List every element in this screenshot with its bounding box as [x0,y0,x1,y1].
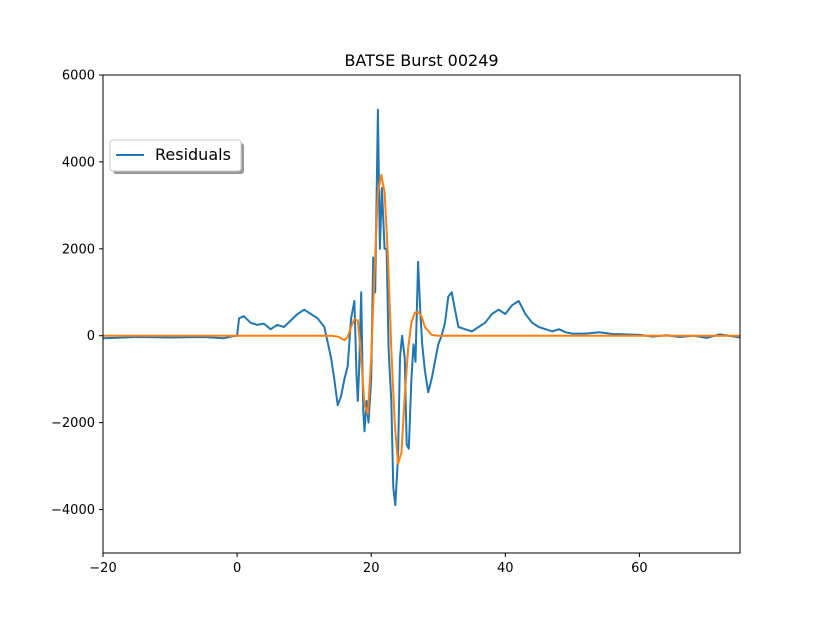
y-axis-ticks: −4000 −2000 0 2000 4000 6000 [51,69,103,518]
legend-box [109,139,242,172]
y-tick-label: 2000 [62,242,95,257]
plot-layer [103,108,740,507]
legend-label-residuals: Residuals [155,145,231,164]
x-tick-label: 60 [631,561,648,576]
legend: Residuals [109,139,244,174]
x-tick-label: 40 [497,561,514,576]
axes-frame [102,74,741,554]
x-tick-label: −20 [89,561,116,576]
y-tick-label: −2000 [51,416,95,431]
series-line-residuals [103,108,740,507]
y-tick-label: 0 [87,329,95,344]
y-tick-label: 4000 [62,155,95,170]
y-tick-label: −4000 [51,503,95,518]
y-tick-label: 6000 [62,69,95,84]
chart-title: BATSE Burst 00249 [344,51,498,70]
x-axis-ticks: −20 0 20 40 60 [89,553,648,576]
series-line-model [103,173,740,465]
x-tick-label: 0 [233,561,241,576]
x-tick-label: 20 [363,561,380,576]
